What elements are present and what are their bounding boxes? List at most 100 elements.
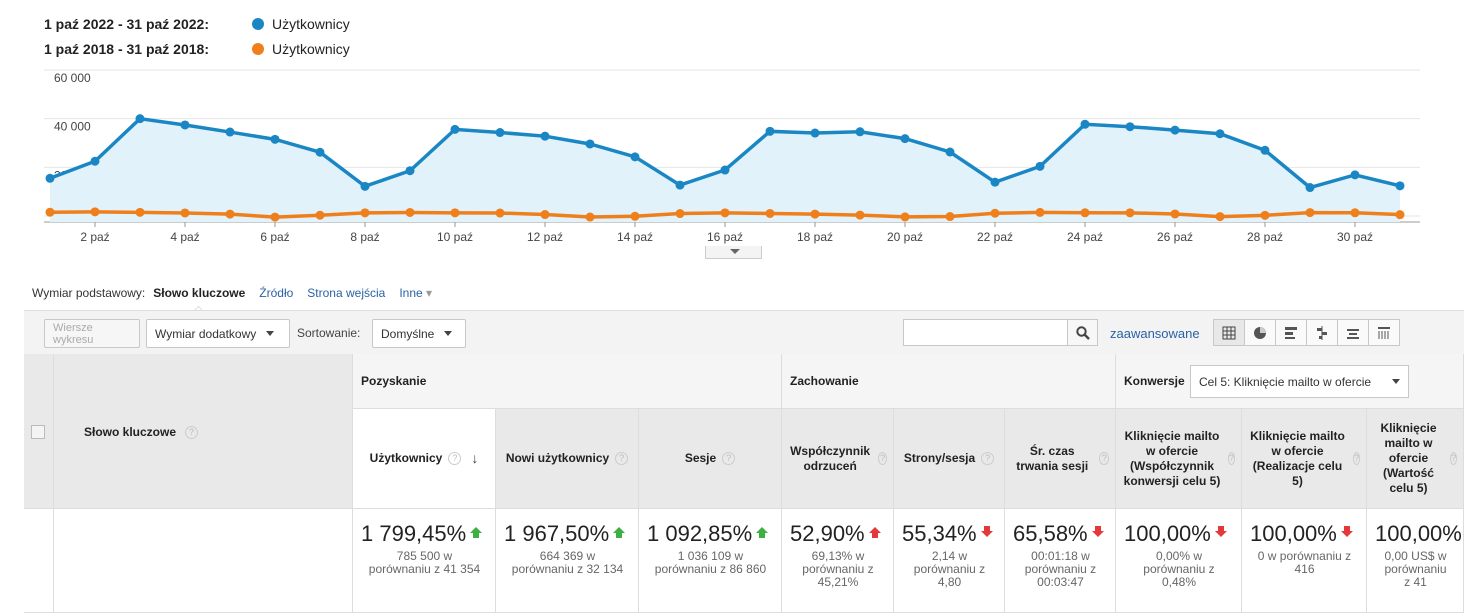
data-point bbox=[675, 209, 685, 219]
data-point bbox=[990, 177, 1000, 187]
data-point bbox=[405, 207, 415, 217]
data-point bbox=[1125, 122, 1135, 132]
help-icon[interactable]: ? bbox=[1449, 452, 1457, 465]
comparison-view-icon[interactable] bbox=[1306, 319, 1338, 346]
help-icon[interactable]: ? bbox=[1352, 452, 1360, 465]
legend-series-label: Użytkownicy bbox=[272, 16, 350, 32]
metric-total-cell: 100,00% 0 w porównaniu z 416 bbox=[1242, 509, 1367, 613]
data-point bbox=[495, 208, 505, 218]
chart-collapse-handle[interactable] bbox=[705, 246, 762, 259]
arrow-down-icon bbox=[1214, 526, 1227, 537]
dimension-header[interactable]: Słowo kluczowe bbox=[84, 425, 177, 439]
select-all-checkbox[interactable] bbox=[31, 425, 45, 439]
dimension-other-dropdown[interactable]: Inne bbox=[399, 286, 432, 300]
data-point bbox=[1350, 208, 1360, 218]
metric-comparison-text: 0 w porównaniu z 416 bbox=[1257, 549, 1352, 576]
arrow-down-icon bbox=[980, 526, 993, 537]
metric-change-text: 100,00% bbox=[1375, 521, 1462, 546]
metric-header[interactable]: Użytkownicy? ↓ bbox=[353, 409, 496, 509]
arrow-up-icon bbox=[756, 527, 769, 538]
help-icon[interactable]: ? bbox=[185, 426, 198, 439]
metric-change-value: 52,90% bbox=[790, 521, 881, 547]
pivot-view-icon[interactable] bbox=[1368, 319, 1400, 346]
metric-header-label: Użytkownicy bbox=[369, 451, 443, 465]
dimension-keyword[interactable]: Słowo kluczowe bbox=[153, 286, 246, 300]
data-point bbox=[990, 208, 1000, 218]
legend-dot-icon bbox=[252, 18, 264, 30]
metric-change-value: 1 092,85% bbox=[647, 521, 769, 547]
help-icon[interactable]: ? bbox=[722, 452, 736, 465]
data-point bbox=[1170, 125, 1180, 135]
pie-chart-view-icon[interactable] bbox=[1244, 319, 1276, 346]
data-point bbox=[900, 134, 910, 144]
primary-dimension-bar: Wymiar podstawowy: Słowo kluczowe Źródło… bbox=[32, 286, 446, 300]
metric-header[interactable]: Nowi użytkownicy? bbox=[496, 409, 639, 509]
data-table-view-icon[interactable] bbox=[1213, 319, 1245, 346]
metric-comparison-text: 69,13% w porównaniu z 45,21% bbox=[802, 549, 874, 589]
metric-header[interactable]: Kliknięcie mailto w ofercie (Współczynni… bbox=[1116, 409, 1242, 509]
totals-checkbox-cell bbox=[24, 509, 54, 613]
totals-label-cell bbox=[54, 509, 353, 613]
legend-series-current: Użytkownicy bbox=[252, 16, 350, 32]
data-point bbox=[720, 208, 730, 218]
help-icon[interactable]: ? bbox=[615, 452, 629, 465]
metric-header[interactable]: Strony/sesja? bbox=[894, 409, 1005, 509]
help-icon[interactable]: ? bbox=[981, 452, 995, 465]
table-search-input[interactable] bbox=[903, 319, 1068, 346]
metric-comparison-text: 00:01:18 w porównaniu z 00:03:47 bbox=[1024, 549, 1097, 589]
legend-series-previous: Użytkownicy bbox=[252, 41, 350, 57]
goal-select[interactable]: Cel 5: Kliknięcie mailto w ofercie bbox=[1190, 365, 1409, 398]
help-icon[interactable]: ? bbox=[1099, 452, 1109, 465]
term-cloud-view-icon[interactable] bbox=[1337, 319, 1369, 346]
metric-header[interactable]: Sesje? bbox=[639, 409, 782, 509]
metric-total-cell: 52,90% 69,13% w porównaniu z 45,21% bbox=[782, 509, 894, 613]
metric-header[interactable]: Kliknięcie mailto w ofercie (Realizacje … bbox=[1242, 409, 1367, 509]
x-tick-label: 6 paź bbox=[260, 230, 289, 244]
metric-change-value: 55,34% bbox=[902, 521, 993, 547]
sort-type-dropdown[interactable]: Domyślne bbox=[372, 319, 466, 348]
behavior-group-header: Zachowanie bbox=[782, 354, 1116, 409]
metric-header-label: Kliknięcie mailto w ofercie (Wartość cel… bbox=[1380, 421, 1437, 495]
metric-comparison-text: 664 369 w porównaniu z 32 134 bbox=[511, 549, 624, 576]
metric-header[interactable]: Współczynnik odrzuceń? bbox=[782, 409, 894, 509]
metric-total-cell: 1 967,50% 664 369 w porównaniu z 32 134 bbox=[496, 509, 639, 613]
performance-view-icon[interactable] bbox=[1275, 319, 1307, 346]
data-point bbox=[810, 128, 820, 138]
dimension-landing-page[interactable]: Strona wejścia bbox=[307, 286, 386, 300]
metric-header[interactable]: Kliknięcie mailto w ofercie (Wartość cel… bbox=[1367, 409, 1464, 509]
metric-change-value: 1 967,50% bbox=[504, 521, 626, 547]
arrow-up-icon bbox=[613, 527, 626, 538]
data-point bbox=[630, 152, 640, 162]
data-point bbox=[1305, 208, 1315, 218]
data-point bbox=[225, 127, 235, 137]
plot-rows-button[interactable]: Wiersze wykresu bbox=[44, 319, 140, 348]
sort-desc-icon[interactable]: ↓ bbox=[471, 450, 479, 466]
x-tick-label: 26 paź bbox=[1157, 230, 1193, 244]
advanced-filter-link[interactable]: zaawansowane bbox=[1110, 326, 1200, 341]
metric-change-text: 1 967,50% bbox=[504, 521, 610, 546]
metric-change-text: 55,34% bbox=[902, 521, 977, 546]
secondary-dimension-dropdown[interactable]: Wymiar dodatkowy bbox=[146, 319, 290, 348]
data-point bbox=[720, 165, 730, 175]
metric-comparison-text: 0,00% w porównaniu z 0,48% bbox=[1143, 549, 1215, 589]
x-tick-label: 22 paź bbox=[977, 230, 1013, 244]
data-point bbox=[1080, 119, 1090, 129]
search-button[interactable] bbox=[1067, 319, 1098, 346]
help-icon[interactable]: ? bbox=[878, 452, 887, 465]
primary-dimension-label: Wymiar podstawowy: bbox=[32, 286, 146, 300]
metric-comparison-text: 1 036 109 w porównaniu z 86 860 bbox=[654, 549, 767, 576]
help-icon[interactable]: ? bbox=[1227, 452, 1235, 465]
data-point bbox=[135, 114, 145, 124]
help-icon[interactable]: ? bbox=[448, 452, 462, 465]
metric-total-cell: 100,00% 0,00% w porównaniu z 0,48% bbox=[1116, 509, 1242, 613]
data-point bbox=[450, 124, 460, 134]
goal-select-value: Cel 5: Kliknięcie mailto w ofercie bbox=[1199, 374, 1372, 389]
data-point bbox=[1080, 208, 1090, 218]
arrow-down-icon bbox=[1091, 526, 1104, 537]
legend-series-label: Użytkownicy bbox=[272, 41, 350, 57]
data-point bbox=[765, 126, 775, 136]
metric-header[interactable]: Śr. czas trwania sesji? bbox=[1005, 409, 1116, 509]
dimension-source[interactable]: Źródło bbox=[259, 286, 294, 300]
data-point bbox=[585, 212, 595, 222]
